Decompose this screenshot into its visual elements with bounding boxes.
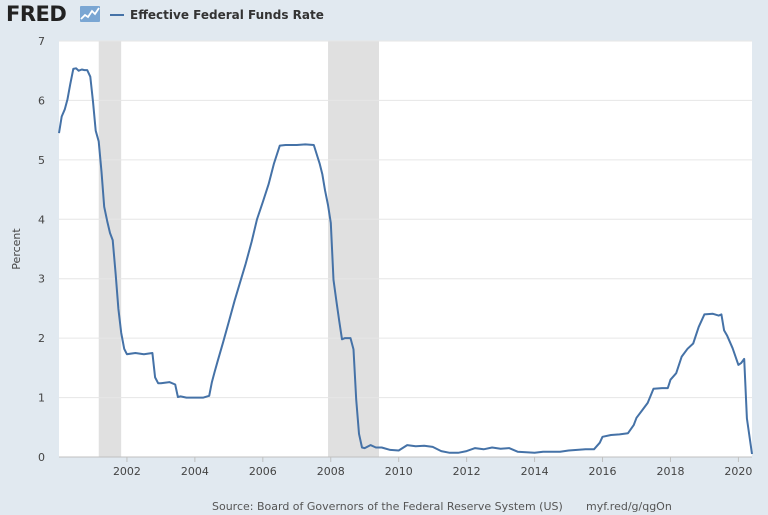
y-tick-label: 2 (38, 332, 45, 345)
x-tick-label: 2016 (589, 465, 617, 478)
x-tick-label: 2014 (521, 465, 549, 478)
x-tick-label: 2012 (453, 465, 481, 478)
y-tick-label: 1 (38, 392, 45, 405)
recession-shading (328, 41, 380, 457)
x-tick-label: 2008 (317, 465, 345, 478)
legend-label: Effective Federal Funds Rate (130, 8, 324, 22)
y-tick-label: 3 (38, 273, 45, 286)
x-tick-label: 2020 (724, 465, 752, 478)
y-tick-label: 7 (38, 35, 45, 48)
x-tick-label: 2006 (249, 465, 277, 478)
x-tick-label: 2010 (385, 465, 413, 478)
fred-logo[interactable]: FRED (6, 2, 67, 26)
fred-logo-chart-icon (80, 6, 100, 22)
source-note: Source: Board of Governors of the Federa… (212, 500, 563, 513)
x-tick-label: 2002 (113, 465, 141, 478)
y-tick-label: 4 (38, 213, 45, 226)
x-tick-label: 2018 (656, 465, 684, 478)
series-line-effective-federal-funds-rate (58, 67, 753, 455)
recession-shading (98, 41, 122, 457)
chart-header: FRED Effective Federal Funds Rate (0, 0, 768, 34)
y-axis-label: Percent (10, 228, 23, 270)
y-tick-label: 0 (38, 451, 45, 464)
y-tick-label: 6 (38, 94, 45, 107)
legend-swatch (110, 14, 124, 16)
y-tick-label: 5 (38, 154, 45, 167)
x-tick-label: 2004 (181, 465, 209, 478)
plot-area (59, 41, 752, 457)
legend: Effective Federal Funds Rate (110, 8, 324, 22)
short-url-link[interactable]: myf.red/g/qgOn (586, 500, 672, 513)
line-chart: 0 1 2 3 4 5 6 7 2002 2004 2006 2008 2010 2012 2014 2016… (10, 35, 753, 478)
